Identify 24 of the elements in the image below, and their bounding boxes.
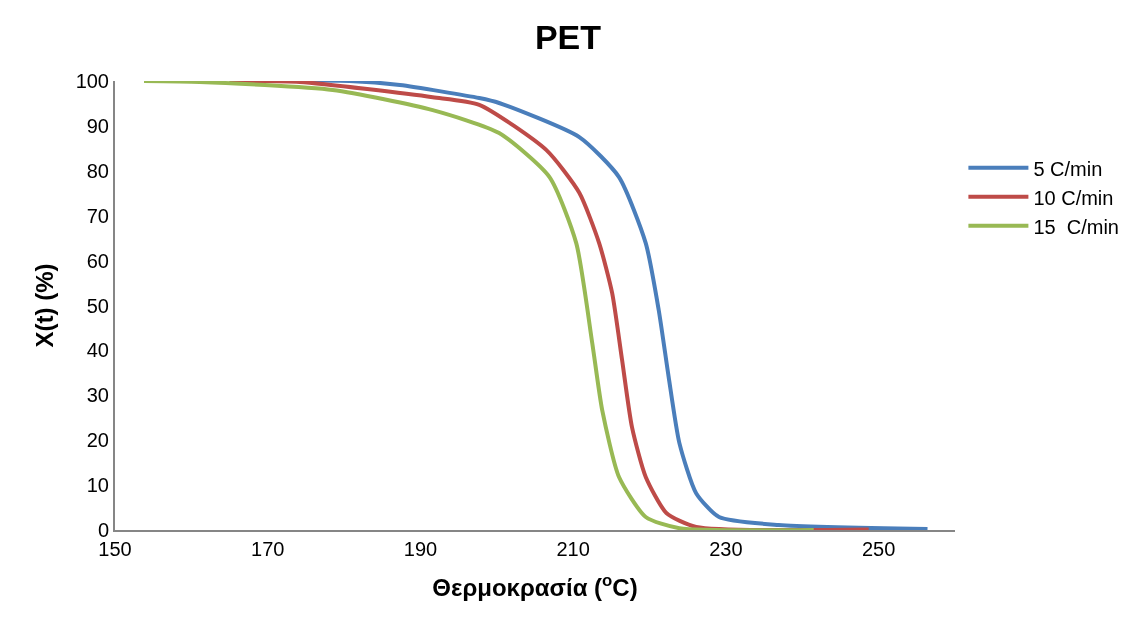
y-tick-label: 40 xyxy=(86,339,109,362)
y-tick-label: 0 xyxy=(97,519,109,541)
chart-title: PET xyxy=(534,17,602,56)
legend-label: 15 C/min xyxy=(1033,215,1119,238)
x-tick-label: 210 xyxy=(556,538,590,560)
line-series xyxy=(142,81,816,530)
legend-label: 10 C/min xyxy=(1033,186,1114,209)
y-tick-label: 60 xyxy=(86,249,109,272)
y-tick-label: 80 xyxy=(86,159,109,182)
x-tick-label: 250 xyxy=(861,538,896,560)
y-tick-label: 50 xyxy=(86,294,109,317)
x-tick-label: 150 xyxy=(98,538,132,560)
x-tick-label: 230 xyxy=(709,538,743,560)
y-axis-title: X(t) (%) xyxy=(31,263,59,348)
x-axis-title: Θερμοκρασία ($^{o}$C) xyxy=(432,570,638,601)
y-tick-label: 90 xyxy=(86,114,109,137)
y-tick-label: 30 xyxy=(86,384,109,407)
y-tick-label: 70 xyxy=(86,204,109,227)
legend-label: 5 C/min xyxy=(1033,157,1103,180)
y-tick-label: 10 xyxy=(86,474,109,497)
x-tick-label: 170 xyxy=(251,538,285,560)
y-tick-label: 20 xyxy=(86,429,109,452)
y-tick-label: 100 xyxy=(75,70,109,92)
x-tick-label: 190 xyxy=(403,538,438,560)
